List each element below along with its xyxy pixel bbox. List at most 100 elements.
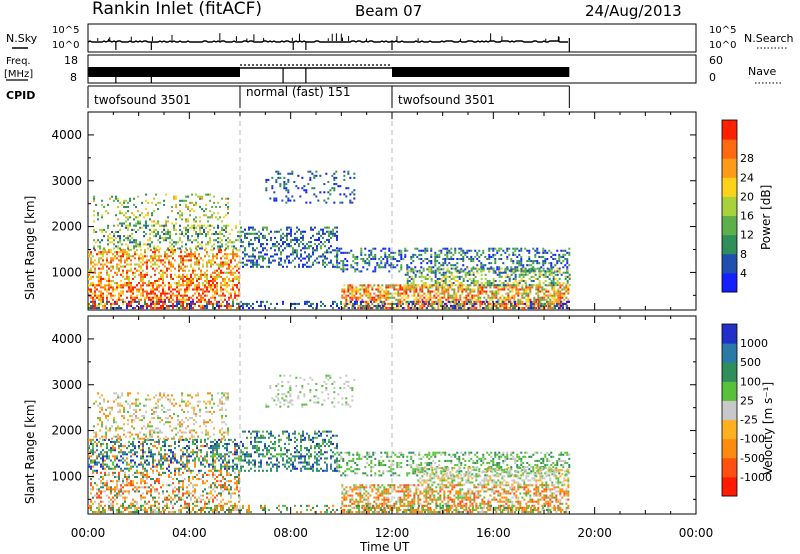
range-gate-cell	[540, 304, 542, 308]
range-gate-cell	[172, 492, 174, 495]
range-gate-cell	[412, 271, 415, 274]
range-gate-cell	[102, 267, 104, 270]
range-gate-cell	[256, 259, 258, 262]
range-gate-cell	[397, 298, 400, 301]
range-gate-cell	[343, 178, 346, 181]
range-gate-cell	[538, 282, 541, 285]
range-gate-cell	[533, 296, 536, 299]
range-gate-cell	[366, 304, 368, 308]
range-gate-cell	[104, 482, 106, 485]
range-gate-cell	[171, 222, 174, 225]
range-gate-cell	[220, 263, 222, 266]
range-gate-cell	[414, 266, 417, 269]
range-gate-cell	[137, 216, 140, 219]
range-gate-cell	[112, 298, 114, 301]
range-gate-cell	[146, 292, 148, 295]
range-gate-cell	[235, 224, 238, 227]
range-gate-cell	[136, 288, 138, 291]
range-gate-cell	[522, 275, 525, 278]
range-gate-cell	[153, 245, 156, 248]
range-gate-cell	[178, 488, 180, 491]
range-gate-cell	[341, 201, 344, 204]
range-gate-cell	[92, 451, 94, 454]
range-gate-cell	[154, 288, 156, 291]
range-gate-cell	[568, 264, 571, 267]
range-gate-cell	[206, 253, 208, 256]
range-gate-cell	[555, 298, 558, 301]
range-gate-cell	[162, 282, 164, 285]
range-gate-cell	[496, 273, 499, 276]
range-gate-cell	[188, 492, 190, 495]
range-gate-cell	[336, 302, 338, 305]
range-gate-cell	[181, 241, 184, 244]
range-gate-cell	[514, 277, 517, 280]
range-gate-cell	[486, 304, 488, 308]
range-gate-cell	[162, 307, 164, 310]
range-gate-cell	[185, 199, 188, 202]
range-gate-cell	[442, 264, 445, 267]
range-gate-cell	[525, 304, 528, 308]
range-gate-cell	[242, 257, 244, 260]
range-gate-cell	[150, 249, 152, 252]
range-gate-cell	[387, 286, 390, 289]
range-gate-cell	[464, 273, 467, 276]
range-gate-cell	[549, 307, 552, 310]
range-gate-cell	[352, 253, 355, 256]
range-gate-cell	[174, 273, 176, 276]
range-gate-cell	[494, 260, 497, 263]
range-gate-cell	[484, 255, 487, 258]
range-gate-cell	[444, 262, 447, 265]
range-gate-cell	[100, 267, 102, 270]
range-gate-cell	[236, 504, 238, 507]
range-gate-cell	[504, 271, 507, 274]
range-gate-cell	[459, 304, 462, 308]
range-gate-cell	[138, 298, 140, 301]
range-gate-cell	[204, 504, 206, 507]
range-gate-cell	[198, 496, 200, 499]
range-gate-cell	[218, 473, 220, 476]
range-gate-cell	[130, 294, 132, 297]
range-gate-cell	[404, 253, 407, 256]
range-gate-cell	[469, 302, 472, 305]
range-gate-cell	[286, 236, 288, 239]
range-gate-cell	[104, 277, 106, 280]
range-gate-cell	[412, 279, 415, 283]
range-gate-cell	[312, 251, 314, 254]
range-gate-cell	[134, 490, 136, 493]
range-gate-cell	[230, 304, 232, 308]
range-gate-cell	[501, 288, 504, 291]
range-gate-cell	[182, 484, 184, 487]
range-gate-cell	[374, 257, 377, 261]
range-gate-cell	[519, 307, 522, 310]
range-gate-cell	[498, 257, 501, 261]
range-gate-cell	[206, 282, 208, 285]
range-gate-cell	[128, 304, 130, 308]
range-gate-cell	[405, 292, 408, 295]
range-gate-cell	[190, 251, 192, 254]
range-gate-cell	[430, 260, 433, 263]
range-gate-cell	[491, 298, 494, 301]
range-gate-cell	[217, 247, 220, 250]
range-gate-cell	[188, 494, 190, 497]
range-gate-cell	[393, 286, 396, 289]
range-gate-cell	[110, 504, 112, 507]
range-gate-cell	[102, 490, 104, 493]
range-gate-cell	[182, 498, 184, 501]
range-gate-cell	[383, 307, 386, 310]
range-gate-cell	[162, 263, 164, 266]
range-gate-cell	[90, 277, 92, 280]
range-gate-cell	[242, 307, 244, 310]
range-gate-cell	[148, 298, 150, 301]
range-gate-cell	[274, 249, 276, 252]
range-gate-cell	[449, 294, 452, 297]
range-gate-cell	[174, 294, 176, 297]
range-gate-cell	[330, 304, 332, 308]
range-gate-cell	[466, 255, 469, 258]
range-gate-cell	[117, 245, 120, 248]
range-gate-cell	[316, 307, 318, 310]
range-gate-cell	[158, 506, 160, 509]
range-gate-cell	[505, 304, 508, 308]
range-gate-cell	[93, 239, 96, 242]
range-gate-cell	[564, 302, 566, 305]
range-gate-cell	[326, 249, 328, 252]
